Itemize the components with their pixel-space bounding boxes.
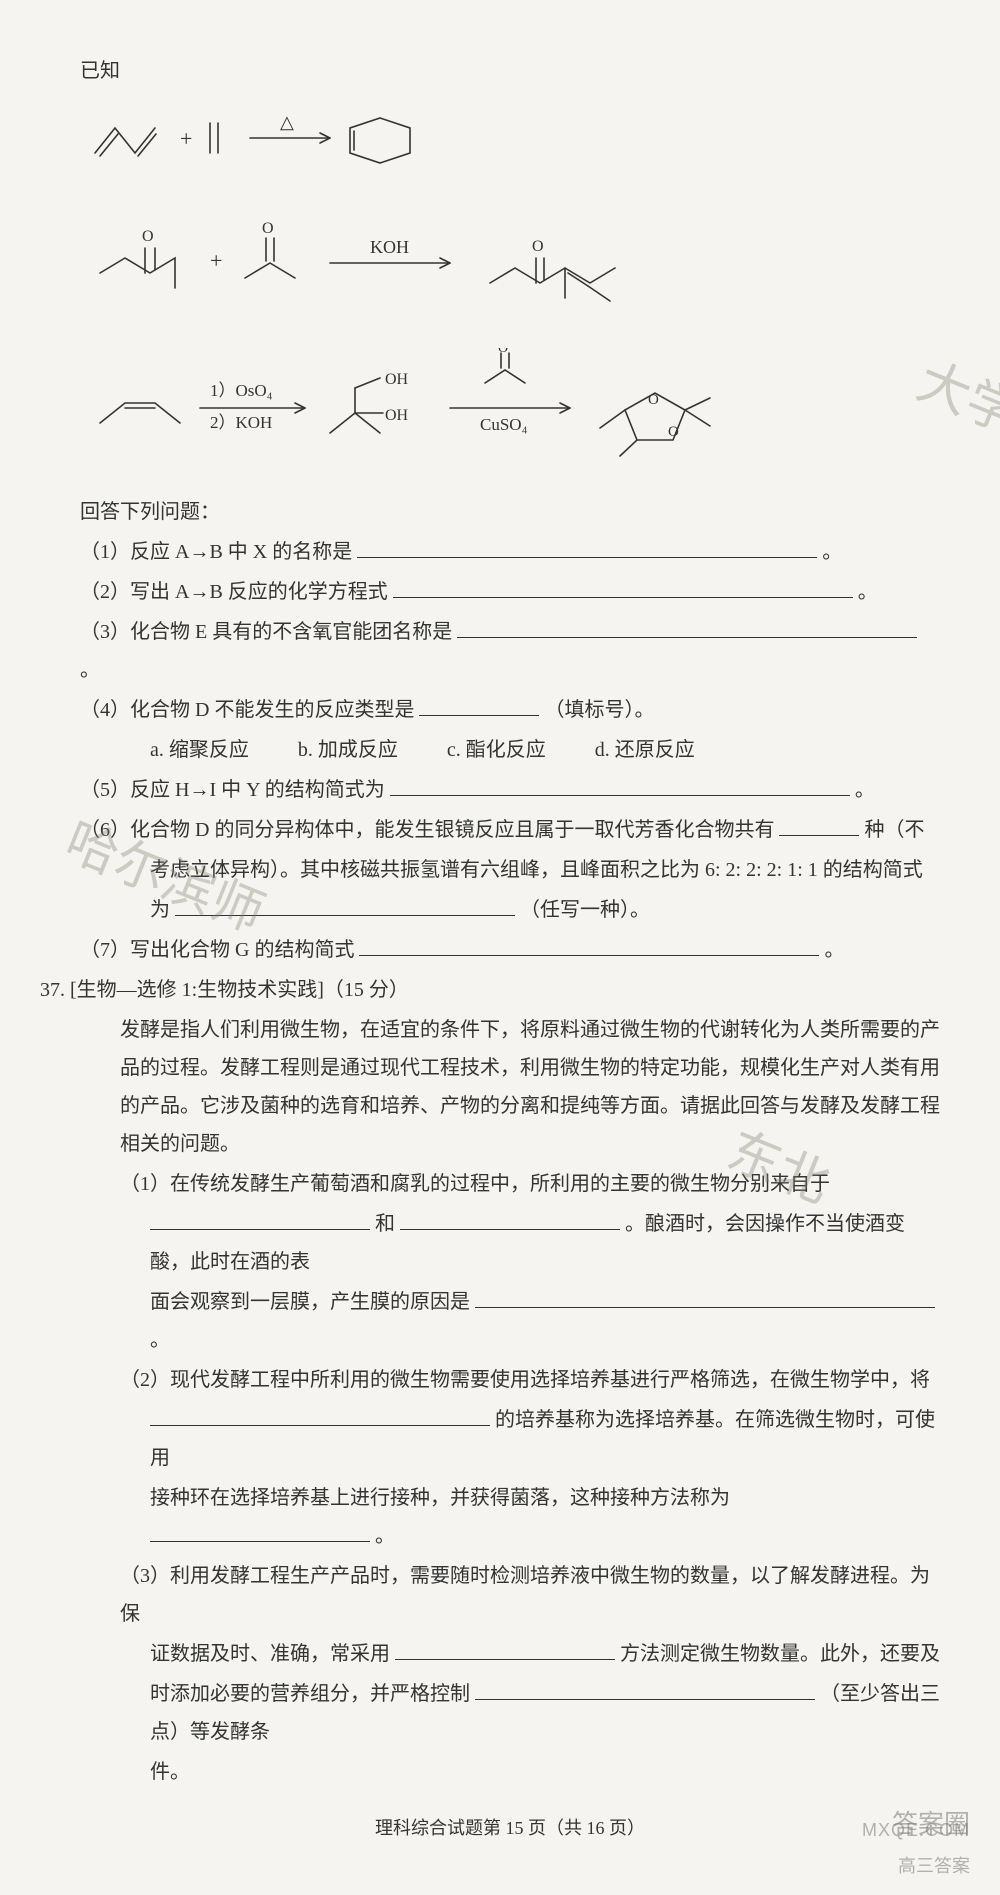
q4-opt-c: c. 酯化反应 bbox=[447, 731, 546, 769]
q37-s2-blank1[interactable] bbox=[150, 1405, 490, 1426]
q37-para: 发酵是指人们利用微生物，在适宜的条件下，将原料通过微生物的代谢转化为人类所需要的… bbox=[80, 1011, 940, 1163]
q37-s2b: 的培养基称为选择培养基。在筛选微生物时，可使用 bbox=[80, 1401, 940, 1477]
reaction-1-diagram: + △ bbox=[80, 98, 940, 191]
svg-text:O: O bbox=[262, 220, 274, 237]
q2-blank[interactable] bbox=[393, 577, 853, 598]
q5: （5）反应 H→I 中 Y 的结构简式为 。 bbox=[80, 771, 940, 809]
svg-text:CuSO₄: CuSO₄ bbox=[480, 415, 528, 434]
q37-s1c: 面会观察到一层膜，产生膜的原因是 。 bbox=[80, 1283, 940, 1359]
q6c-tail: （任写一种）。 bbox=[520, 899, 650, 921]
svg-text:△: △ bbox=[280, 112, 294, 132]
q37-s3b: 证数据及时、准确，常采用 方法测定微生物数量。此外，还要及 bbox=[80, 1635, 940, 1673]
answer-prompt: 回答下列问题： bbox=[80, 493, 940, 531]
q3-tail: 。 bbox=[80, 659, 100, 681]
svg-text:KOH: KOH bbox=[370, 237, 409, 257]
svg-text:OH: OH bbox=[385, 407, 409, 424]
q37-title: [生物—选修 1:生物技术实践]（15 分） bbox=[70, 979, 409, 1001]
q37-s1c-text: 面会观察到一层膜，产生膜的原因是 bbox=[150, 1291, 470, 1313]
q37-s1-blank1[interactable] bbox=[150, 1209, 370, 1230]
q6a-blank[interactable] bbox=[779, 815, 859, 836]
q37-header: 37. [生物—选修 1:生物技术实践]（15 分） bbox=[40, 971, 940, 1009]
q37-s3c-pre: 时添加必要的营养组分，并严格控制 bbox=[150, 1683, 470, 1705]
q7-tail: 。 bbox=[824, 939, 844, 961]
q37-s3-blank2[interactable] bbox=[475, 1679, 815, 1700]
svg-text:+: + bbox=[180, 126, 192, 151]
q6c-pre: 为 bbox=[150, 899, 170, 921]
svg-text:2）KOH: 2）KOH bbox=[210, 413, 272, 432]
q1: （1）反应 A→B 中 X 的名称是 。 bbox=[80, 533, 940, 571]
q3-text: （3）化合物 E 具有的不含氧官能团名称是 bbox=[80, 621, 452, 643]
q37-s2c: 接种环在选择培养基上进行接种，并获得菌落，这种接种方法称为 。 bbox=[80, 1479, 940, 1555]
q3: （3）化合物 E 具有的不含氧官能团名称是 。 bbox=[80, 613, 940, 689]
q4-opt-a: a. 缩聚反应 bbox=[150, 731, 249, 769]
q37-s1b: 和 。酿酒时，会因操作不当使酒变酸，此时在酒的表 bbox=[80, 1205, 940, 1281]
q6a-tail: 种（不 bbox=[864, 819, 924, 841]
q37-s3b-mid: 方法测定微生物数量。此外，还要及 bbox=[620, 1643, 940, 1665]
q37-s1-tail: 。 bbox=[150, 1329, 170, 1351]
q6a-text: （6）化合物 D 的同分异构体中，能发生银镜反应且属于一取代芳香化合物共有 bbox=[80, 819, 774, 841]
reaction-3-diagram: 1）OsO₄ 2）KOH OH OH O CuSO₄ O O bbox=[80, 348, 940, 481]
q6-line2: 考虑立体异构）。其中核磁共振氢谱有六组峰，且峰面积之比为 6: 2: 2: 2:… bbox=[80, 851, 940, 889]
q4: （4）化合物 D 不能发生的反应类型是 （填标号）。 bbox=[80, 691, 940, 729]
svg-text:O: O bbox=[668, 424, 679, 440]
reaction-2-diagram: O + O KOH O bbox=[80, 203, 940, 336]
q7-blank[interactable] bbox=[359, 935, 819, 956]
q37-s1a: （1）在传统发酵生产葡萄酒和腐乳的过程中，所利用的主要的微生物分别来自于 bbox=[80, 1165, 940, 1203]
q37-s3c: 时添加必要的营养组分，并严格控制 （至少答出三点）等发酵条 bbox=[80, 1675, 940, 1751]
q37-s2a: （2）现代发酵工程中所利用的微生物需要使用选择培养基进行严格筛选，在微生物学中，… bbox=[80, 1361, 940, 1399]
svg-text:O: O bbox=[648, 392, 659, 408]
q37-s3d: 件。 bbox=[80, 1753, 940, 1791]
q4-text: （4）化合物 D 不能发生的反应类型是 bbox=[80, 699, 414, 721]
q4-options: a. 缩聚反应 b. 加成反应 c. 酯化反应 d. 还原反应 bbox=[80, 731, 940, 769]
q37-s3a: （3）利用发酵工程生产产品时，需要随时检测培养液中微生物的数量，以了解发酵进程。… bbox=[80, 1557, 940, 1633]
q4-opt-b: b. 加成反应 bbox=[298, 731, 398, 769]
svg-text:O: O bbox=[532, 238, 544, 255]
q37-s1-blank2[interactable] bbox=[400, 1209, 620, 1230]
q37-s2-blank2[interactable] bbox=[150, 1521, 370, 1542]
lead-text: 已知 bbox=[80, 52, 940, 90]
q7-text: （7）写出化合物 G 的结构简式 bbox=[80, 939, 354, 961]
q37-s3b-pre: 证数据及时、准确，常采用 bbox=[150, 1643, 390, 1665]
q37-s1-blank3[interactable] bbox=[475, 1287, 935, 1308]
svg-text:1）OsO₄: 1）OsO₄ bbox=[210, 381, 273, 400]
q37-s1-and: 和 bbox=[375, 1213, 395, 1235]
q4-opt-d: d. 还原反应 bbox=[595, 731, 695, 769]
q5-text: （5）反应 H→I 中 Y 的结构简式为 bbox=[80, 779, 385, 801]
watermark-bottom: 答案圈 高三答案 bbox=[892, 1800, 970, 1884]
q2: （2）写出 A→B 反应的化学方程式 。 bbox=[80, 573, 940, 611]
q5-tail: 。 bbox=[855, 779, 875, 801]
q4-hint: （填标号）。 bbox=[544, 699, 654, 721]
svg-text:+: + bbox=[210, 248, 222, 273]
q6-line3: 为 （任写一种）。 bbox=[80, 891, 940, 929]
q37-s3-blank1[interactable] bbox=[395, 1639, 615, 1660]
q2-tail: 。 bbox=[858, 581, 878, 603]
q37-s2-tail: 。 bbox=[375, 1525, 395, 1547]
q5-blank[interactable] bbox=[390, 775, 850, 796]
q37-num: 37. bbox=[40, 979, 65, 1001]
q7: （7）写出化合物 G 的结构简式 。 bbox=[80, 931, 940, 969]
q4-blank[interactable] bbox=[419, 695, 539, 716]
svg-text:O: O bbox=[142, 228, 154, 245]
svg-text:OH: OH bbox=[385, 371, 409, 388]
q2-text: （2）写出 A→B 反应的化学方程式 bbox=[80, 581, 388, 603]
q1-text: （1）反应 A→B 中 X 的名称是 bbox=[80, 541, 352, 563]
svg-text:O: O bbox=[498, 348, 508, 356]
q3-blank[interactable] bbox=[457, 617, 917, 638]
q37-s2c-text: 接种环在选择培养基上进行接种，并获得菌落，这种接种方法称为 bbox=[150, 1487, 730, 1509]
q1-blank[interactable] bbox=[357, 537, 817, 558]
q6c-blank[interactable] bbox=[175, 895, 515, 916]
q6-line1: （6）化合物 D 的同分异构体中，能发生银镜反应且属于一取代芳香化合物共有 种（… bbox=[80, 811, 940, 849]
page-footer: 理科综合试题第 15 页（共 16 页） bbox=[80, 1811, 940, 1845]
q1-tail: 。 bbox=[822, 541, 842, 563]
